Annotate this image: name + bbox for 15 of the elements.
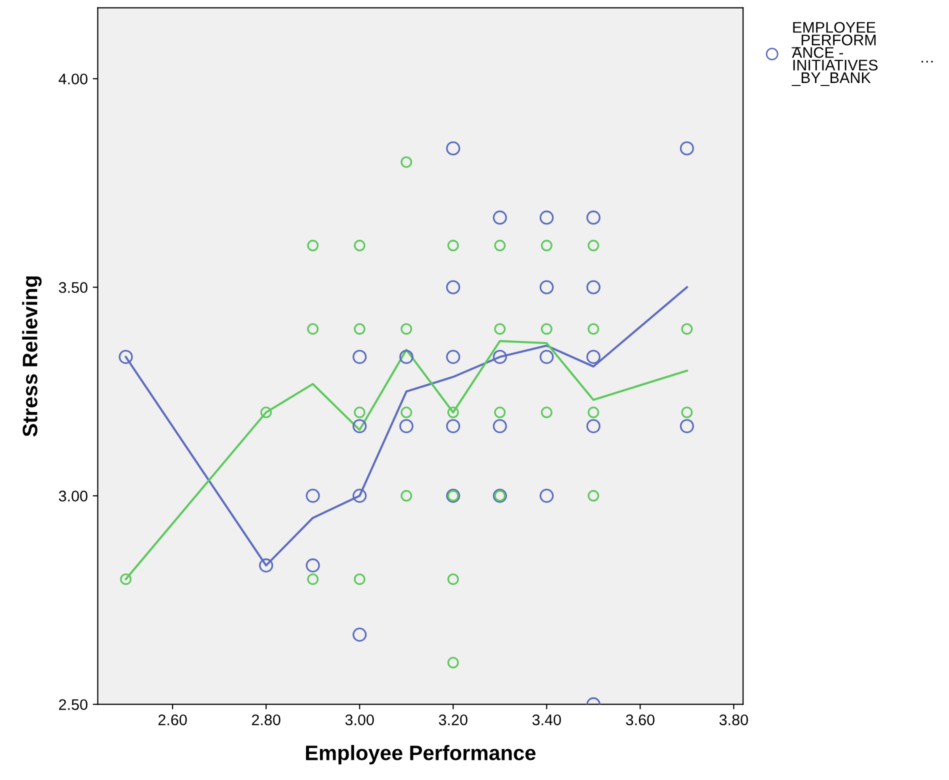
legend-label: EMPLOYEE _PERFORM ANCE - INITIATIVES _BY_BANK: [792, 22, 878, 86]
y-tick-label: 3.00: [58, 490, 88, 502]
x-tick-label: 3.80: [719, 714, 748, 726]
x-tick-label: 3.60: [626, 714, 654, 726]
x-tick-label: 2.60: [158, 714, 187, 726]
y-axis-title: Stress Relieving: [22, 276, 42, 437]
x-tick-label: 3.20: [438, 714, 468, 726]
x-tick-label: 3.00: [345, 714, 374, 726]
x-tick-label: 2.80: [252, 714, 280, 726]
x-tick-label: 3.40: [532, 714, 561, 726]
y-tick-label: 4.00: [58, 74, 88, 84]
text: …: [922, 60, 933, 62]
y-tick-label: 2.50: [59, 699, 88, 710]
y-tick-label: 3.50: [58, 282, 88, 293]
x-axis-title: Employee Performance: [306, 744, 536, 764]
